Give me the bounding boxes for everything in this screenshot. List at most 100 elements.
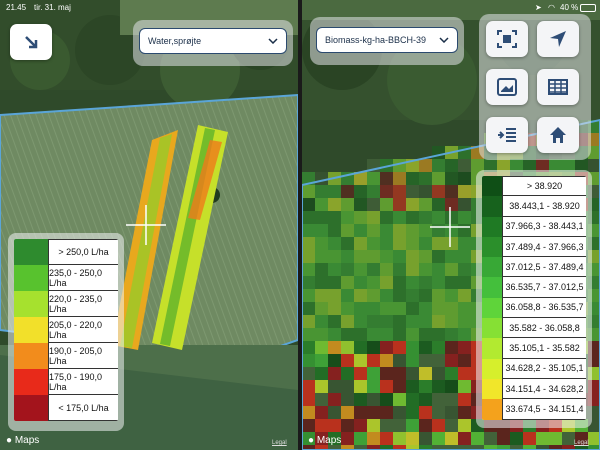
heatmap-cell bbox=[432, 432, 445, 445]
expand-arrow-button[interactable] bbox=[10, 24, 52, 60]
status-date: tir. 31. maj bbox=[34, 3, 71, 12]
heatmap-cell bbox=[406, 315, 419, 328]
heatmap-cell bbox=[315, 185, 328, 198]
legend-label: 36.058,8 - 36.535,7 bbox=[502, 297, 586, 319]
heatmap-cell bbox=[315, 237, 328, 250]
heatmap-cell bbox=[315, 367, 328, 380]
layer-select-right[interactable]: Biomass-kg-ha-BBCH-39 bbox=[316, 27, 458, 53]
heatmap-cell bbox=[393, 276, 406, 289]
legend-row: 35.105,1 - 35.582 bbox=[482, 338, 586, 359]
heatmap-cell bbox=[315, 432, 328, 445]
legend-swatch bbox=[482, 196, 502, 217]
heatmap-cell bbox=[393, 302, 406, 315]
apple-icon: ● bbox=[308, 435, 315, 446]
heatmap-cell bbox=[328, 276, 341, 289]
map-image-button[interactable] bbox=[486, 69, 528, 105]
heatmap-cell bbox=[419, 211, 432, 224]
legal-link[interactable]: Legal bbox=[272, 440, 287, 446]
heatmap-cell bbox=[471, 445, 484, 450]
legend-label: 38.443,1 - 38.920 bbox=[502, 196, 586, 217]
heatmap-cell bbox=[354, 250, 367, 263]
heatmap-cell bbox=[354, 172, 367, 185]
legend-row: 37.966,3 - 38.443,1 bbox=[482, 216, 586, 237]
heatmap-cell bbox=[367, 250, 380, 263]
heatmap-cell bbox=[406, 367, 419, 380]
heatmap-cell bbox=[575, 432, 588, 445]
heatmap-cell bbox=[367, 432, 380, 445]
heatmap-cell bbox=[354, 224, 367, 237]
heatmap-cell bbox=[328, 367, 341, 380]
heatmap-cell bbox=[341, 185, 354, 198]
heatmap-cell bbox=[432, 302, 445, 315]
heatmap-cell bbox=[458, 185, 471, 198]
heatmap-cell bbox=[406, 380, 419, 393]
heatmap-cell bbox=[341, 354, 354, 367]
heatmap-cell bbox=[432, 198, 445, 211]
legend-swatch bbox=[482, 318, 502, 339]
heatmap-cell bbox=[406, 302, 419, 315]
map-tools-panel bbox=[479, 14, 591, 160]
heatmap-cell bbox=[549, 432, 562, 445]
heatmap-cell bbox=[302, 185, 315, 198]
heatmap-cell bbox=[367, 445, 380, 450]
heatmap-cell bbox=[328, 250, 341, 263]
heatmap-cell bbox=[484, 159, 497, 172]
heatmap-cell bbox=[458, 211, 471, 224]
heatmap-cell bbox=[302, 419, 315, 432]
heatmap-cell bbox=[406, 445, 419, 450]
heatmap-cell bbox=[575, 445, 588, 450]
heatmap-cell bbox=[367, 419, 380, 432]
heatmap-cell bbox=[445, 380, 458, 393]
home-button[interactable] bbox=[537, 117, 579, 153]
maps-brand-text: Maps bbox=[14, 435, 40, 446]
heatmap-cell bbox=[315, 276, 328, 289]
heatmap-cell bbox=[354, 198, 367, 211]
locate-me-button[interactable] bbox=[537, 21, 579, 57]
heatmap-cell bbox=[354, 211, 367, 224]
fit-bounds-button[interactable] bbox=[486, 21, 528, 57]
list-import-icon bbox=[498, 128, 516, 142]
heatmap-cell bbox=[562, 445, 575, 450]
heatmap-cell bbox=[393, 185, 406, 198]
heatmap-cell bbox=[367, 211, 380, 224]
heatmap-cell bbox=[406, 354, 419, 367]
right-map-pane: Biomass-kg-ha-BBCH-39 bbox=[302, 0, 600, 450]
heatmap-cell bbox=[354, 393, 367, 406]
heatmap-cell bbox=[445, 289, 458, 302]
heatmap-cell bbox=[419, 367, 432, 380]
heatmap-cell bbox=[432, 185, 445, 198]
status-battery: 40 % bbox=[560, 3, 579, 12]
legend-label: 37.012,5 - 37.489,4 bbox=[502, 257, 586, 278]
heatmap-cell bbox=[380, 445, 393, 450]
heatmap-cell bbox=[445, 315, 458, 328]
legend-row: 37.489,4 - 37.966,3 bbox=[482, 236, 586, 258]
heatmap-cell bbox=[315, 393, 328, 406]
layer-select-left[interactable]: Water,sprøjte bbox=[139, 28, 287, 54]
heatmap-cell bbox=[432, 419, 445, 432]
heatmap-cell bbox=[497, 432, 510, 445]
legend-swatch bbox=[482, 378, 502, 400]
legend-row: 38.443,1 - 38.920 bbox=[482, 196, 586, 217]
heatmap-cell bbox=[419, 419, 432, 432]
heatmap-cell bbox=[445, 263, 458, 276]
heatmap-cell bbox=[393, 380, 406, 393]
heatmap-cell bbox=[354, 354, 367, 367]
heatmap-cell bbox=[328, 380, 341, 393]
import-layer-button[interactable] bbox=[486, 117, 528, 153]
heatmap-cell bbox=[328, 289, 341, 302]
heatmap-cell bbox=[302, 328, 315, 341]
heatmap-cell bbox=[341, 224, 354, 237]
heatmap-cell bbox=[302, 354, 315, 367]
heatmap-cell bbox=[328, 445, 341, 450]
heatmap-cell bbox=[302, 393, 315, 406]
chevron-down-icon bbox=[268, 38, 278, 44]
split-divider[interactable] bbox=[298, 0, 302, 450]
heatmap-cell bbox=[445, 341, 458, 354]
legend-swatch bbox=[14, 317, 48, 343]
heatmap-cell bbox=[367, 328, 380, 341]
table-view-button[interactable] bbox=[537, 69, 579, 105]
legal-link[interactable]: Legal bbox=[574, 440, 589, 446]
legend-row: > 38.920 bbox=[482, 176, 586, 197]
heatmap-cell bbox=[302, 445, 315, 450]
heatmap-cell bbox=[367, 224, 380, 237]
